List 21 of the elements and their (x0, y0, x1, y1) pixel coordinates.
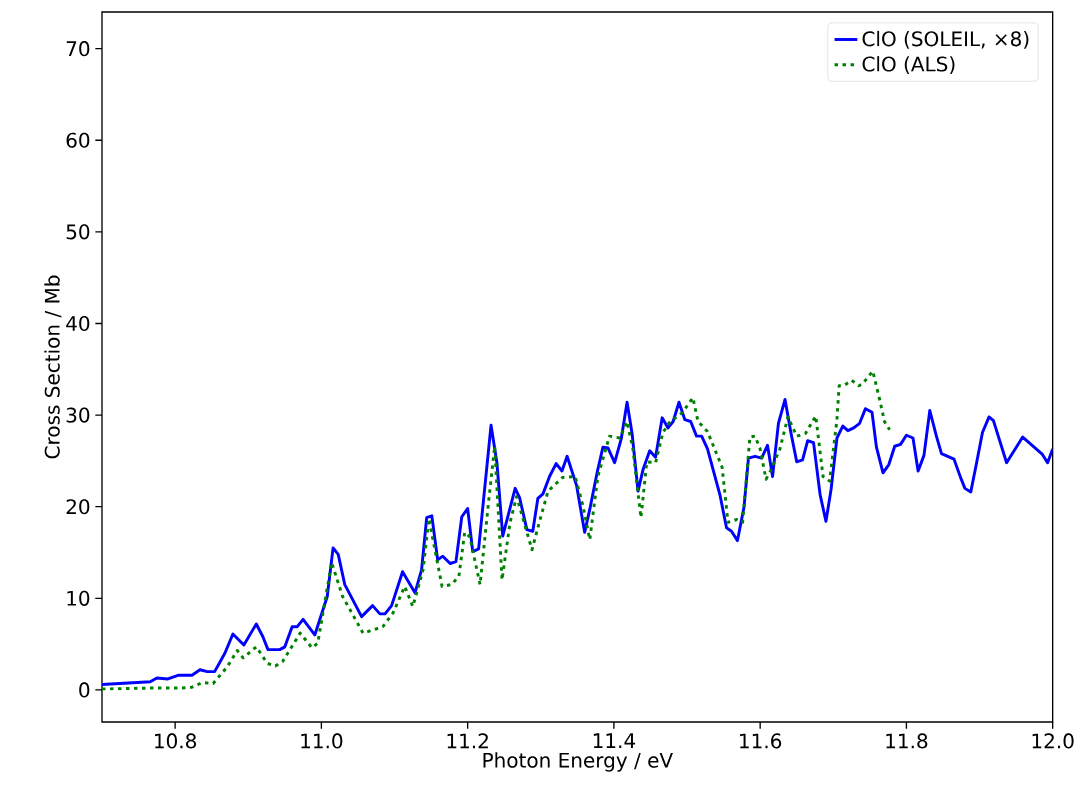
line-series (102, 398, 1053, 686)
x-tick-label: 10.8 (155, 733, 197, 749)
y-tick-label: 0 (79, 682, 90, 698)
y-tick-label: 60 (66, 132, 90, 148)
x-tick-label: 11.6 (740, 733, 782, 749)
x-tick-label: 11.4 (593, 733, 636, 748)
x-tick-label: 11.8 (886, 733, 928, 749)
y-tick-label: 70 (66, 41, 90, 57)
y-tick-label: 10 (67, 590, 90, 606)
x-tick-label: 12.0 (1032, 733, 1074, 749)
y-tick-label: 30 (66, 407, 90, 423)
x-tick-label: 11.2 (447, 733, 488, 749)
x-axis-title: Photon Energy / eV (483, 752, 673, 772)
legend-label: ClO (SOLEIL, ×8) (862, 30, 1029, 49)
y-tick-label: 50 (66, 224, 90, 240)
line-series (102, 369, 892, 691)
y-tick-label: 40 (66, 315, 90, 332)
y-axis-title: Cross Section / Mb (44, 275, 62, 459)
x-tick-label: 11.0 (301, 733, 343, 749)
legend-label: ClO (ALS) (862, 56, 955, 74)
y-tick-label: 20 (66, 499, 90, 515)
